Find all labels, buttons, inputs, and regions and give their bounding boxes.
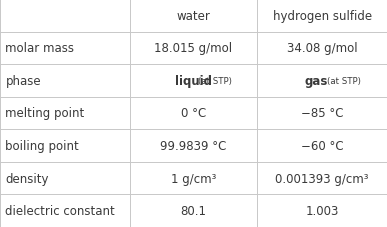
Text: −60 °C: −60 °C	[301, 139, 344, 152]
Text: 18.015 g/mol: 18.015 g/mol	[154, 42, 233, 55]
Text: 0 °C: 0 °C	[181, 107, 206, 120]
Text: density: density	[5, 172, 49, 185]
Text: (at STP): (at STP)	[198, 76, 232, 86]
Text: 1.003: 1.003	[305, 204, 339, 217]
Text: 1 g/cm³: 1 g/cm³	[171, 172, 216, 185]
Text: 0.001393 g/cm³: 0.001393 g/cm³	[276, 172, 369, 185]
Text: boiling point: boiling point	[5, 139, 79, 152]
Text: melting point: melting point	[5, 107, 85, 120]
Text: (at STP): (at STP)	[327, 76, 360, 86]
Text: −85 °C: −85 °C	[301, 107, 343, 120]
Text: hydrogen sulfide: hydrogen sulfide	[272, 10, 372, 23]
Text: liquid: liquid	[175, 75, 212, 88]
Text: dielectric constant: dielectric constant	[5, 204, 115, 217]
Text: 80.1: 80.1	[180, 204, 207, 217]
Text: phase: phase	[5, 75, 41, 88]
Text: molar mass: molar mass	[5, 42, 74, 55]
Text: gas: gas	[305, 75, 328, 88]
Text: 99.9839 °C: 99.9839 °C	[160, 139, 227, 152]
Text: water: water	[176, 10, 211, 23]
Text: 34.08 g/mol: 34.08 g/mol	[287, 42, 358, 55]
